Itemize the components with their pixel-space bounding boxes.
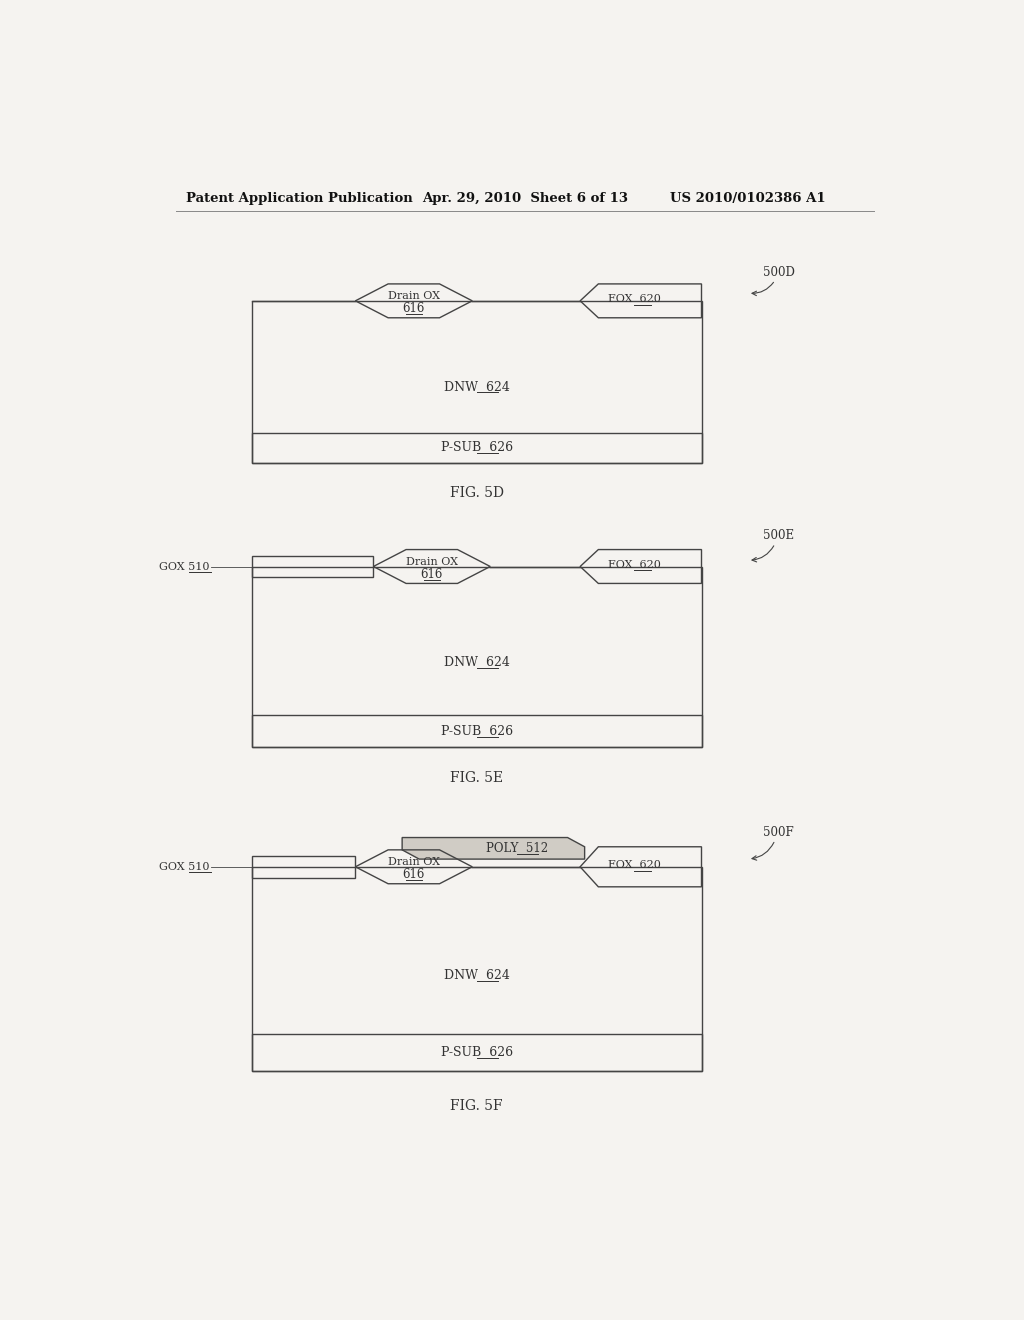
Bar: [252, 855, 355, 878]
Text: P-SUB  626: P-SUB 626: [440, 441, 513, 454]
Text: FOX  620: FOX 620: [608, 861, 662, 870]
FancyArrowPatch shape: [752, 282, 773, 296]
Text: GOX 510: GOX 510: [159, 862, 209, 871]
Bar: [252, 301, 701, 462]
Polygon shape: [402, 837, 585, 859]
Text: P-SUB  626: P-SUB 626: [440, 725, 513, 738]
Text: Drain OX: Drain OX: [388, 857, 440, 867]
Bar: [252, 556, 374, 577]
Text: 616: 616: [402, 869, 425, 880]
Bar: [252, 433, 701, 462]
Text: Drain OX: Drain OX: [406, 557, 458, 566]
Text: DNW  624: DNW 624: [443, 656, 510, 669]
FancyArrowPatch shape: [752, 546, 774, 562]
Text: DNW  624: DNW 624: [443, 969, 510, 982]
Bar: [252, 715, 701, 747]
Text: FIG. 5D: FIG. 5D: [450, 486, 504, 500]
Text: 500E: 500E: [764, 529, 795, 543]
Text: 616: 616: [402, 302, 425, 315]
Text: POLY  512: POLY 512: [485, 842, 548, 855]
Text: 616: 616: [421, 568, 443, 581]
Bar: [252, 1034, 701, 1071]
Bar: [252, 867, 701, 1071]
Text: GOX 510: GOX 510: [159, 561, 209, 572]
Text: 500D: 500D: [764, 265, 796, 279]
Text: Apr. 29, 2010  Sheet 6 of 13: Apr. 29, 2010 Sheet 6 of 13: [423, 191, 629, 205]
Text: FIG. 5F: FIG. 5F: [451, 1098, 503, 1113]
Text: FOX  620: FOX 620: [608, 294, 662, 305]
Text: Patent Application Publication: Patent Application Publication: [186, 191, 413, 205]
Text: Drain OX: Drain OX: [388, 292, 440, 301]
Text: FOX  620: FOX 620: [608, 560, 662, 570]
Text: 500F: 500F: [764, 825, 795, 838]
Text: DNW  624: DNW 624: [443, 380, 510, 393]
Text: P-SUB  626: P-SUB 626: [440, 1045, 513, 1059]
Bar: [252, 566, 701, 747]
Text: FIG. 5E: FIG. 5E: [451, 771, 504, 785]
Text: US 2010/0102386 A1: US 2010/0102386 A1: [671, 191, 826, 205]
FancyArrowPatch shape: [752, 842, 774, 861]
